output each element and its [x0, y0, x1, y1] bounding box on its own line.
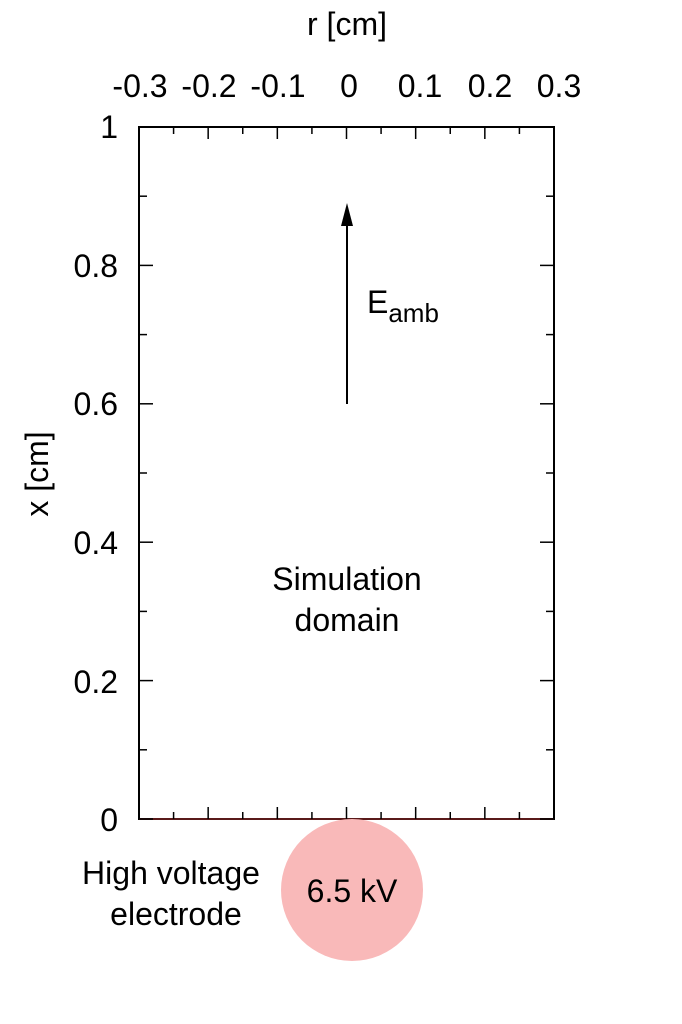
r-tick-label: -0.3 [112, 68, 167, 104]
x-tick-label: 1 [100, 109, 118, 145]
domain-label-line1: Simulation [272, 561, 421, 597]
electrode-voltage-label: 6.5 kV [307, 873, 398, 909]
x-tick-label: 0.2 [74, 664, 118, 700]
r-tick-label: 0.3 [537, 68, 581, 104]
x-tick-labels: 0 0.2 0.4 0.6 0.8 1 [74, 109, 118, 838]
r-tick-label: 0.2 [468, 68, 512, 104]
field-label-sub: amb [388, 298, 439, 328]
left-axis-title: x [cm] [19, 431, 55, 516]
r-tick-label: -0.1 [250, 68, 305, 104]
x-tick-label: 0.6 [74, 386, 118, 422]
field-arrow-head [341, 203, 353, 226]
x-tick-label: 0.4 [74, 525, 118, 561]
top-axis-title: r [cm] [307, 6, 387, 42]
r-tick-labels: -0.3 -0.2 -0.1 0 0.1 0.2 0.3 [112, 68, 581, 104]
r-tick-label: 0.1 [398, 68, 442, 104]
high-voltage-electrode [281, 819, 423, 961]
electrode-label-line2: electrode [110, 896, 242, 932]
x-tick-label: 0 [100, 802, 118, 838]
electrode-label-line1: High voltage [82, 855, 260, 891]
r-tick-label: -0.2 [181, 68, 236, 104]
field-label: Eamb [367, 284, 439, 328]
domain-label-line2: domain [295, 602, 400, 638]
field-label-main: E [367, 284, 388, 320]
r-tick-label: 0 [340, 68, 358, 104]
x-tick-label: 0.8 [74, 248, 118, 284]
axis-ticks [138, 126, 555, 820]
